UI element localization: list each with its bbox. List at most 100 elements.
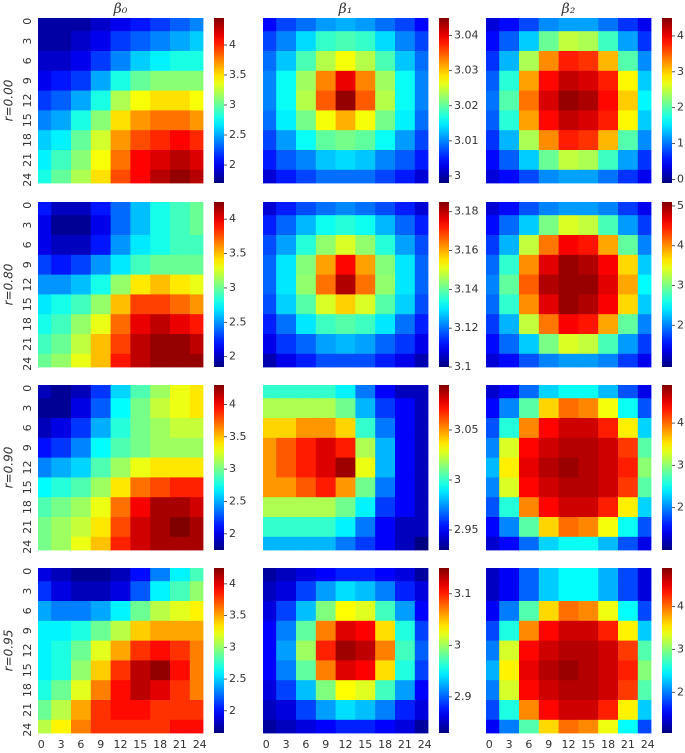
heatmap-cell: [598, 719, 619, 734]
heatmap-cell: [150, 150, 171, 171]
heatmap-cell: [189, 202, 204, 216]
x-tick-label: 12: [562, 738, 576, 751]
heatmap-cell: [395, 385, 416, 399]
heatmap-cell: [375, 110, 396, 131]
heatmap-cell: [296, 274, 317, 295]
heatmap-cell: [189, 18, 204, 32]
heatmap-cell: [355, 51, 376, 72]
heatmap-cell: [51, 130, 72, 151]
heatmap-cell: [519, 418, 540, 439]
heatmap-cell: [189, 215, 204, 236]
x-tick-label: 18: [153, 738, 167, 751]
heatmap-cell: [486, 719, 500, 734]
x-tick-label: 9: [97, 738, 104, 751]
heatmap-cell: [170, 294, 191, 315]
heatmap-cell: [315, 385, 336, 399]
heatmap-cell: [110, 294, 131, 315]
heatmap-cell: [130, 700, 151, 721]
heatmap-cell: [110, 150, 131, 171]
heatmap-cell: [263, 274, 277, 295]
colorbar-tick-label: 3.5: [229, 609, 247, 622]
heatmap-cell: [71, 700, 92, 721]
colorbar-tick-label: 3.18: [454, 205, 479, 218]
heatmap-cell: [296, 202, 317, 216]
heatmap-cell: [276, 202, 297, 216]
heatmap-cell: [315, 437, 336, 458]
heatmap-cell: [276, 457, 297, 478]
heatmap-cell: [276, 215, 297, 236]
x-tick-label: 18: [601, 738, 615, 751]
heatmap-cell: [296, 601, 317, 622]
colorbar-tick-label: 3.5: [229, 68, 247, 81]
heatmap-cell: [150, 51, 171, 72]
heatmap-cell: [110, 353, 131, 368]
heatmap-cell: [335, 130, 356, 151]
heatmap-cell: [51, 314, 72, 335]
heatmap-cell: [335, 110, 356, 131]
heatmap-cell: [51, 70, 72, 91]
heatmap-cell: [414, 581, 429, 602]
colorbar-tick-label: 4: [229, 38, 236, 51]
heatmap-cell: [38, 314, 52, 335]
heatmap-cell: [375, 497, 396, 518]
heatmap-cell: [276, 334, 297, 355]
heatmap-cell: [90, 581, 111, 602]
heatmap-cell: [519, 130, 540, 151]
heatmap-cell: [110, 497, 131, 518]
heatmap-cell: [414, 169, 429, 184]
heatmap-cell: [355, 457, 376, 478]
heatmap-cell: [637, 51, 652, 72]
heatmap-cell: [598, 385, 619, 399]
heatmap-cell: [578, 169, 599, 184]
heatmap-cell: [110, 581, 131, 602]
heatmap-cell: [315, 294, 336, 315]
heatmap-cell: [499, 457, 520, 478]
heatmap-cell: [355, 680, 376, 701]
heatmap-cell: [395, 418, 416, 439]
heatmap-cell: [486, 334, 500, 355]
heatmap-cell: [276, 398, 297, 419]
heatmap-cell: [38, 150, 52, 171]
heatmap-cell: [558, 385, 579, 399]
heatmap-cell: [335, 51, 356, 72]
heatmap-cell: [486, 398, 500, 419]
heatmap-cell: [355, 215, 376, 236]
heatmap-cell: [375, 150, 396, 171]
heatmap-cell: [315, 497, 336, 518]
heatmap-cell: [538, 601, 559, 622]
heatmap-cell: [189, 620, 204, 641]
heatmap-cell: [558, 215, 579, 236]
heatmap-cell: [637, 601, 652, 622]
heatmap-cell: [315, 70, 336, 91]
heatmap-cell: [263, 31, 277, 52]
heatmap-cell: [90, 235, 111, 256]
heatmap-cell: [486, 70, 500, 91]
heatmap-cell: [189, 169, 204, 184]
heatmap-cell: [150, 385, 171, 399]
heatmap-cell: [519, 497, 540, 518]
heatmap-cell: [130, 457, 151, 478]
heatmap-cell: [335, 620, 356, 641]
heatmap-cell: [71, 294, 92, 315]
heatmap-cell: [414, 90, 429, 111]
heatmap-cell: [90, 353, 111, 368]
y-tick-label: 24: [21, 723, 34, 737]
heatmap-cell: [150, 110, 171, 131]
heatmap-cell: [486, 536, 500, 551]
heatmap-cell: [558, 437, 579, 458]
colorbar: [439, 202, 449, 367]
heatmap-cell: [276, 640, 297, 661]
heatmap-cell: [637, 169, 652, 184]
row-label: r=0.95: [2, 630, 16, 672]
heatmap-cell: [335, 398, 356, 419]
heatmap-cell: [618, 150, 639, 171]
heatmap-cell: [170, 398, 191, 419]
heatmap-cell: [38, 536, 52, 551]
heatmap-cell: [538, 31, 559, 52]
heatmap-cell: [578, 437, 599, 458]
heatmap-cell: [598, 601, 619, 622]
heatmap-cell: [276, 568, 297, 582]
heatmap-cell: [395, 110, 416, 131]
heatmap-cell: [499, 31, 520, 52]
heatmap-cell: [150, 235, 171, 256]
